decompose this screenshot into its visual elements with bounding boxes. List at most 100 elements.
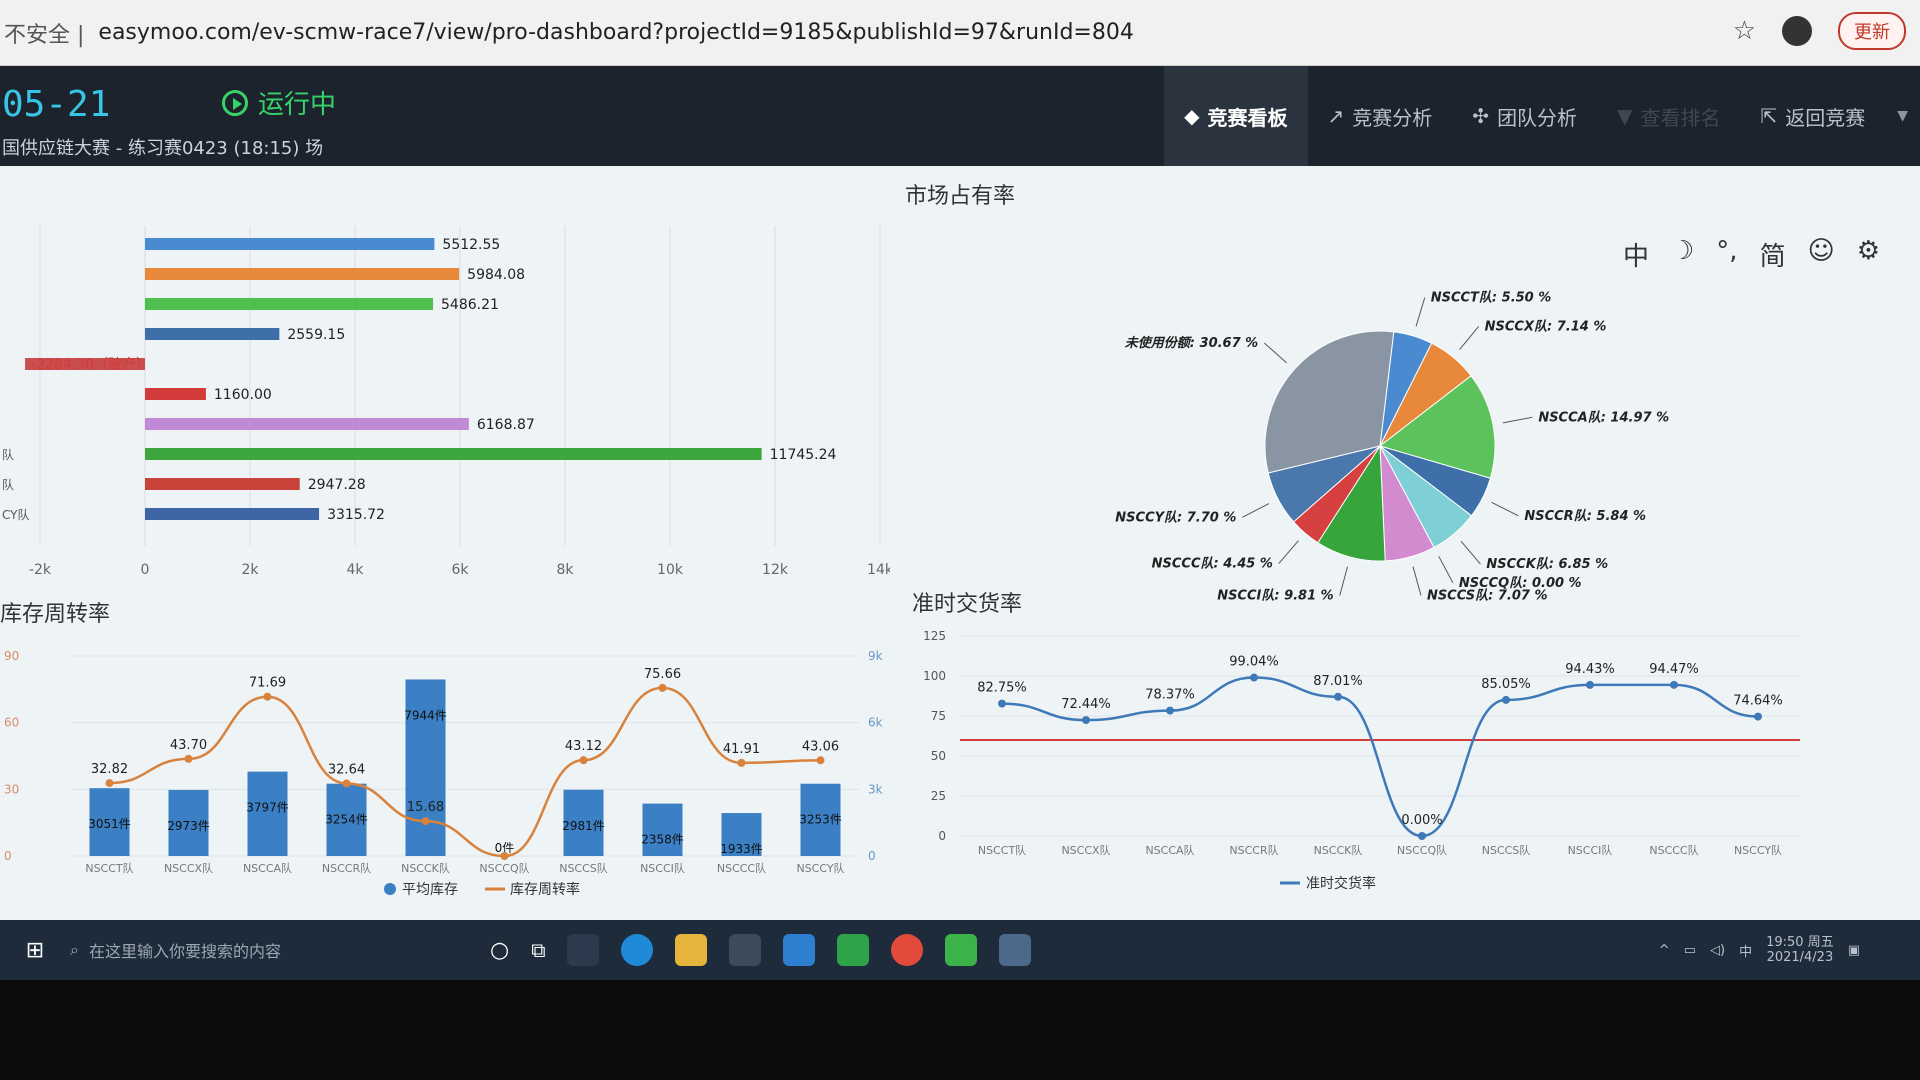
diamond-icon: ◆ (1184, 104, 1200, 128)
legend-line-label: 准时交货率 (1306, 875, 1376, 892)
pie-slice-label: NSCCC队: 4.45 % (1152, 555, 1273, 571)
bar-value-label: 5486.21 (441, 297, 499, 313)
nav-label: 返回竞赛 (1785, 105, 1866, 130)
bar (145, 268, 460, 280)
ime-indicator[interactable]: 中 (1739, 944, 1753, 960)
pie-slice (1378, 375, 1496, 479)
bar-value-label: 6168.87 (477, 417, 535, 433)
nav-analysis[interactable]: ↗ 竞赛分析 (1308, 66, 1453, 166)
x-tick-label: 12k (762, 562, 789, 578)
mail-icon[interactable] (783, 934, 816, 966)
y-tick-label: 125 (923, 629, 946, 643)
ontime-value-label: 74.64% (1733, 694, 1783, 709)
x-tick-label: 2k (241, 562, 259, 578)
y-right-tick: 0 (868, 849, 876, 863)
taskbar-search[interactable]: ⌕ 在这里输入你要搜索的内容 (70, 938, 470, 962)
store-icon[interactable] (729, 934, 762, 966)
x-tick-label: -2k (29, 562, 52, 578)
ontime-value-label: 78.37% (1145, 688, 1195, 703)
url-text[interactable]: easymoo.com/ev-scmw-race7/view/pro-dashb… (98, 20, 1134, 45)
volume-icon[interactable]: ◁) (1710, 942, 1726, 958)
taskbar-clock[interactable]: 19:50 周五 2021/4/23 (1766, 935, 1834, 965)
x-tick-label: NSCCR队 (322, 861, 371, 875)
turnover-label: 32.82 (91, 762, 128, 777)
y-tick-label: 25 (931, 789, 946, 803)
nav-back[interactable]: ⇱ 返回竞赛 (1740, 66, 1885, 166)
x-tick-label: NSCCK队 (401, 861, 450, 875)
ontime-value-label: 0.00% (1401, 813, 1442, 828)
inventory-title: 库存周转率 (0, 602, 111, 627)
chevron-up-icon[interactable]: ^ (1658, 942, 1670, 958)
legend-bar-swatch (384, 883, 396, 895)
bar (145, 478, 300, 490)
pie-leader (1415, 297, 1426, 327)
pie-slice-label: NSCCR队: 5.84 % (1524, 508, 1646, 524)
trend-icon: ↗ (1327, 104, 1345, 128)
ontime-value-label: 85.05% (1481, 677, 1531, 692)
gear-icon[interactable]: ⚙ (1856, 236, 1880, 266)
update-button[interactable]: 更新 (1838, 12, 1906, 50)
inventory-bar (168, 789, 209, 856)
chevron-down-icon[interactable]: ▼ (1897, 108, 1908, 124)
inventory-bar-label: 1933件 (720, 842, 763, 856)
ontime-point (1334, 692, 1342, 701)
inventory-bar-label: 7944件 (404, 708, 447, 722)
inventory-bar (89, 788, 130, 856)
bar (145, 298, 434, 310)
notification-icon[interactable]: ▣ (1847, 942, 1860, 958)
x-tick-label: NSCCY队 (1734, 843, 1782, 857)
cortana-icon[interactable]: ○ (490, 937, 510, 963)
pie-slice-label: NSCCT队: 5.50 % (1431, 290, 1552, 306)
y-left-tick: 0 (4, 849, 12, 863)
ontime-value-label: 87.01% (1313, 674, 1363, 689)
y-tick-label: 50 (931, 749, 946, 763)
monitor-bezel (0, 980, 1920, 1080)
lang-toggle-icon[interactable]: 中 (1622, 242, 1649, 272)
edge-icon[interactable] (621, 934, 654, 966)
punctuation-icon[interactable]: °, (1716, 236, 1738, 266)
x-tick-label: 10k (657, 562, 684, 578)
ontime-point (1502, 695, 1510, 704)
y-right-tick: 9k (868, 649, 883, 663)
inventory-bar-label: 3253件 (799, 813, 842, 827)
network-icon[interactable]: ▭ (1683, 942, 1696, 958)
turnover-point (816, 756, 825, 765)
y-right-tick: 6k (868, 716, 883, 730)
nav-ranking[interactable]: ▼ 查看排名 (1597, 66, 1740, 166)
star-icon[interactable]: ☆ (1732, 16, 1756, 46)
windows-taskbar: ⊞ ⌕ 在这里输入你要搜索的内容 ○ ⧉ ^ ▭ ◁) 中 19:50 周五 2… (0, 920, 1920, 980)
nav-label: 竞赛分析 (1352, 105, 1433, 130)
chrome-icon[interactable] (891, 934, 924, 966)
inventory-bar (800, 783, 841, 856)
wechat-icon[interactable] (945, 934, 978, 966)
nav-team-analysis[interactable]: ✣ 团队分析 (1452, 66, 1597, 166)
y-tick-label: 100 (923, 669, 946, 683)
ontime-point (1670, 680, 1678, 689)
simplified-icon[interactable]: 简 (1759, 242, 1786, 272)
bar-value-label: 11745.24 (770, 447, 837, 463)
pie-leader (1459, 326, 1480, 350)
ontime-point (1166, 706, 1174, 715)
pie-leader (1412, 566, 1422, 596)
market-share-pie-chart: NSCCT队: 5.50 % NSCCX队: 7.14 % NSCCA队: 14.9… (1115, 290, 1669, 604)
ontime-value-label: 94.47% (1649, 662, 1699, 677)
inventory-turnover-chart: 0 30 60 90 0 3k 6k 9k 3051件 NSCCT队 32.82 2973件 NSCCX… (4, 649, 883, 898)
turnover-point (421, 817, 430, 826)
turnover-label: 15.68 (407, 800, 444, 815)
moon-icon[interactable]: ☽ (1670, 236, 1695, 266)
emoji-icon[interactable]: ☺ (1807, 236, 1835, 266)
green-app-icon[interactable] (837, 934, 870, 966)
calculator-icon[interactable] (999, 934, 1032, 966)
ontime-point (1586, 680, 1594, 689)
folder-icon[interactable] (675, 934, 708, 966)
clock-date: 2021/4/23 (1766, 950, 1834, 965)
profile-avatar-icon[interactable] (1782, 16, 1812, 46)
task-view-icon[interactable]: ⧉ (531, 938, 546, 962)
nav-dashboard[interactable]: ◆ 竞赛看板 (1164, 66, 1308, 166)
y-tick-label: 0 (938, 829, 946, 843)
windows-start-icon[interactable]: ⊞ (25, 937, 45, 963)
inventory-bar (326, 783, 367, 856)
bar (145, 448, 762, 460)
app-icon[interactable] (567, 934, 600, 966)
x-tick-label: NSCCQ队 (479, 861, 529, 875)
